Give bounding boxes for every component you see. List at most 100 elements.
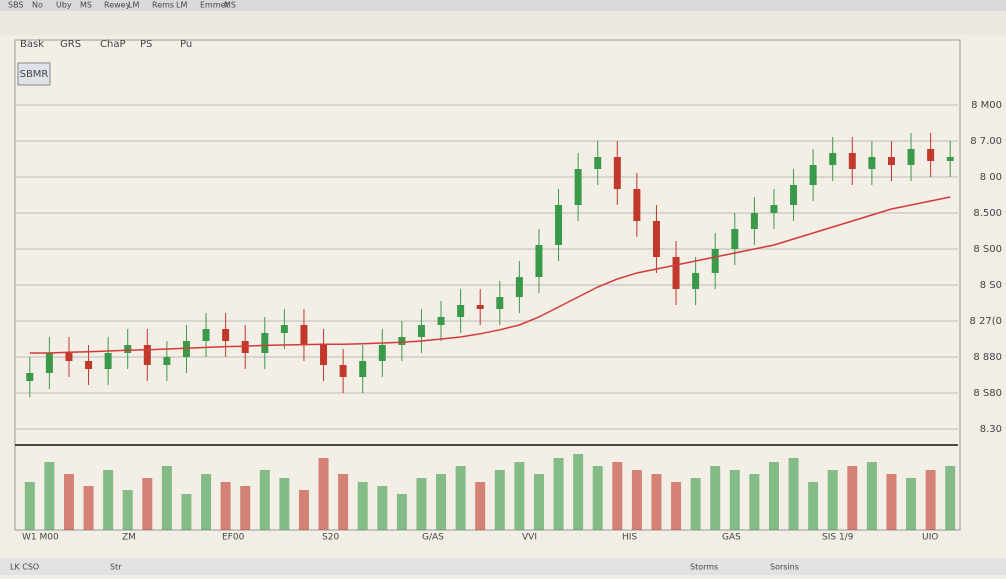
candle-body — [261, 333, 269, 353]
candle-body — [887, 157, 895, 165]
volume-bar — [259, 470, 270, 530]
candle-body — [672, 257, 680, 289]
candle-body — [339, 365, 347, 377]
candle-body — [241, 341, 249, 353]
candle-body — [457, 305, 465, 317]
y-tick-label: 8 27(0 — [969, 316, 1002, 327]
volume-bar — [377, 486, 388, 530]
menu-item[interactable]: LM — [176, 1, 187, 10]
candle-body — [731, 229, 739, 249]
volume-bar — [886, 474, 897, 530]
tab[interactable]: PS — [140, 39, 152, 50]
y-tick-label: 8 S80 — [973, 388, 1002, 399]
status-text: Sorsins — [770, 563, 799, 572]
candle-body — [574, 169, 582, 205]
x-tick-label: G/AS — [422, 533, 444, 543]
menu-item[interactable]: MS — [224, 1, 236, 10]
candle-body — [202, 329, 210, 341]
candle-body — [182, 341, 190, 357]
tab[interactable]: ChaP — [100, 39, 125, 50]
candle-body — [790, 185, 798, 205]
volume-bar — [573, 454, 584, 530]
volume-bar — [866, 462, 877, 530]
candle-body — [45, 353, 53, 373]
volume-bar — [847, 466, 858, 530]
volume-bar — [24, 482, 35, 530]
volume-bar — [553, 458, 564, 530]
menu-item[interactable]: Rems — [152, 1, 174, 10]
x-tick-label: S20 — [322, 533, 339, 543]
x-tick-label: HIS — [622, 533, 637, 543]
candle-body — [398, 337, 406, 345]
y-tick-label: 8.500 — [973, 208, 1002, 219]
candle-body — [280, 325, 288, 333]
volume-bar — [533, 474, 544, 530]
volume-bar — [514, 462, 525, 530]
y-tick-label: 8 M00 — [971, 100, 1002, 111]
x-tick-label: VVI — [522, 533, 537, 543]
toolbar — [0, 11, 1006, 35]
volume-bar — [396, 494, 407, 530]
volume-bar — [318, 458, 329, 530]
candle-body — [613, 157, 621, 189]
volume-bar — [710, 466, 721, 530]
volume-bar — [357, 482, 368, 530]
candle-body — [848, 153, 856, 169]
volume-bar — [436, 474, 447, 530]
menu-item[interactable]: Uby — [56, 1, 72, 10]
y-tick-label: 8 S0 — [980, 280, 1002, 291]
volume-bar — [44, 462, 55, 530]
y-tick-label: 8 7.00 — [970, 136, 1002, 147]
menu-item[interactable]: LM — [128, 1, 139, 10]
candle-body — [633, 189, 641, 221]
volume-bar — [161, 466, 172, 530]
candle-body — [320, 345, 328, 365]
volume-bar — [455, 466, 466, 530]
volume-bar — [592, 466, 603, 530]
candle-body — [437, 317, 445, 325]
volume-bar — [612, 462, 623, 530]
volume-bar — [122, 490, 133, 530]
tab[interactable]: GRS — [60, 39, 81, 50]
candle-body — [163, 357, 171, 365]
menu-item[interactable]: No — [32, 1, 43, 10]
status-bar — [0, 558, 1006, 575]
candle-body — [946, 157, 954, 161]
volume-bar — [749, 474, 760, 530]
menu-item[interactable]: Emmet — [200, 1, 229, 10]
candle-body — [26, 373, 34, 381]
tab[interactable]: Bask — [20, 39, 44, 50]
candle-body — [85, 361, 93, 369]
volume-bar — [827, 470, 838, 530]
moving-average — [29, 196, 951, 354]
y-tick-label: 8 00 — [980, 172, 1002, 183]
candle-body — [927, 149, 935, 161]
y-tick-label: 8 S00 — [973, 244, 1002, 255]
candle-body — [359, 361, 367, 377]
menu-item[interactable]: Rewey — [104, 1, 131, 10]
candle-body — [535, 245, 543, 277]
volume-bar — [651, 474, 662, 530]
volume-bar — [83, 486, 94, 530]
candle-body — [476, 305, 484, 309]
volume-bar — [338, 474, 349, 530]
x-tick-label: SIS 1/9 — [822, 533, 854, 543]
menu-item[interactable]: MS — [80, 1, 92, 10]
status-text: Storms — [690, 563, 718, 572]
status-text: LK CSO — [10, 563, 39, 572]
candle-body — [65, 353, 73, 361]
menu-item[interactable]: SBS — [8, 1, 24, 10]
volume-bar — [925, 470, 936, 530]
candle-body — [300, 325, 308, 345]
tab[interactable]: Pu — [180, 39, 192, 50]
candle-body — [222, 329, 230, 341]
volume-bar — [788, 458, 799, 530]
x-tick-label: GAS — [722, 533, 741, 543]
volume-bar — [220, 482, 231, 530]
x-tick-label: W1 M00 — [22, 533, 59, 543]
status-text: Str — [110, 563, 122, 572]
volume-bar — [142, 478, 153, 530]
volume-bar — [690, 478, 701, 530]
